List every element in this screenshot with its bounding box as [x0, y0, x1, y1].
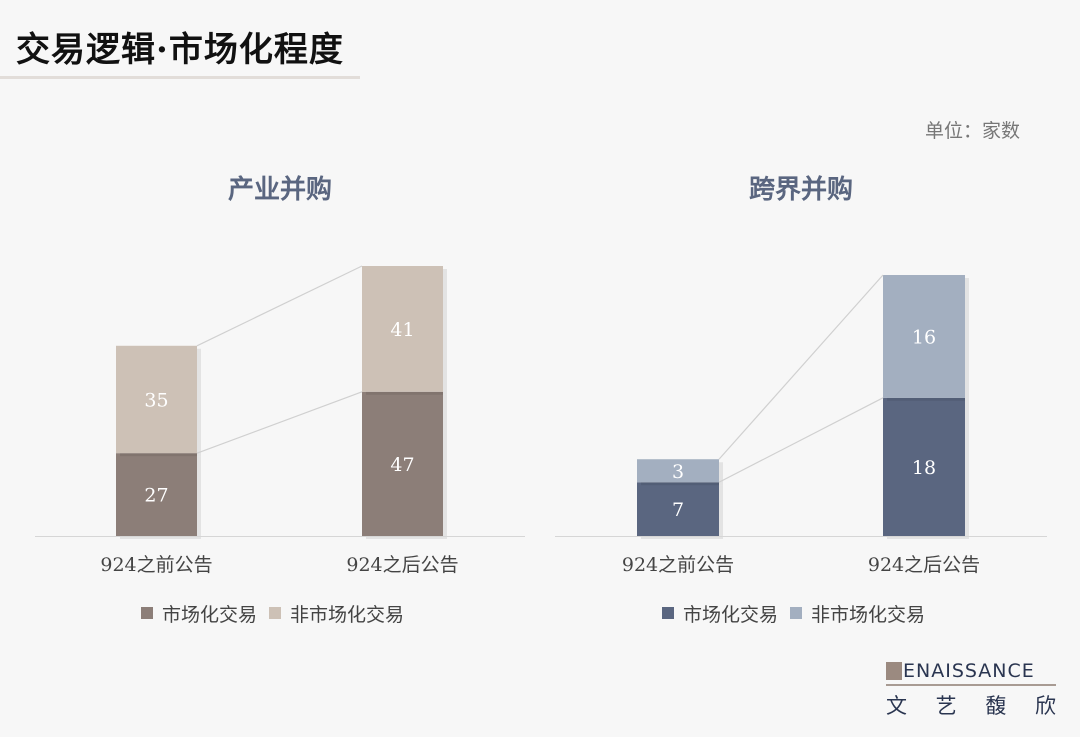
bar-segment — [116, 345, 197, 454]
chart-title: 产业并购 — [228, 174, 332, 205]
legend-label: 市场化交易 — [162, 604, 257, 626]
logo-rule — [886, 684, 1056, 686]
data-label: 16 — [912, 326, 936, 348]
legend-swatch — [662, 607, 674, 619]
data-label: 35 — [144, 389, 168, 411]
legend-label: 非市场化交易 — [290, 604, 404, 626]
data-label: 3 — [672, 461, 684, 483]
legend-swatch — [269, 607, 281, 619]
logo-mark-icon — [886, 662, 902, 680]
x-tick-label: 924之后公告 — [868, 554, 980, 576]
x-tick-label: 924之后公告 — [346, 554, 458, 576]
bar-segment — [637, 459, 719, 483]
page-title: 交易逻辑·市场化程度 — [16, 30, 344, 70]
data-label: 47 — [390, 454, 414, 476]
logo-en: ENAISSANCE — [903, 660, 1035, 682]
connector-line — [718, 274, 884, 460]
title-underline — [0, 76, 360, 79]
bar-segment — [883, 397, 965, 536]
chart-title: 跨界并购 — [749, 174, 853, 205]
data-label: 7 — [672, 499, 684, 521]
x-tick-label: 924之前公告 — [100, 554, 212, 576]
legend-swatch — [790, 607, 802, 619]
connector-line — [196, 265, 363, 347]
connector-line — [718, 397, 884, 483]
bar-segment — [637, 482, 719, 536]
legend-swatch — [141, 607, 153, 619]
bar-segment — [362, 391, 443, 536]
bar-segment — [116, 453, 197, 536]
logo-cn-char: 欣 — [1034, 694, 1056, 718]
unit-label: 单位：家数 — [924, 120, 1020, 142]
legend-label: 市场化交易 — [683, 604, 778, 626]
logo-cn-char: 艺 — [935, 694, 957, 718]
data-label: 27 — [144, 485, 168, 507]
connector-line — [196, 391, 363, 454]
logo-cn-char: 文 — [886, 694, 907, 718]
x-tick-label: 924之前公告 — [622, 554, 734, 576]
renaissance-logo: ENAISSANCE 文 艺 馥 欣 — [886, 660, 1056, 720]
legend-label: 非市场化交易 — [811, 604, 925, 626]
bar-segment — [883, 275, 965, 398]
logo-cn-char: 馥 — [985, 694, 1007, 718]
data-label: 18 — [912, 457, 936, 479]
bar-segment — [362, 266, 443, 392]
data-label: 41 — [390, 319, 414, 341]
